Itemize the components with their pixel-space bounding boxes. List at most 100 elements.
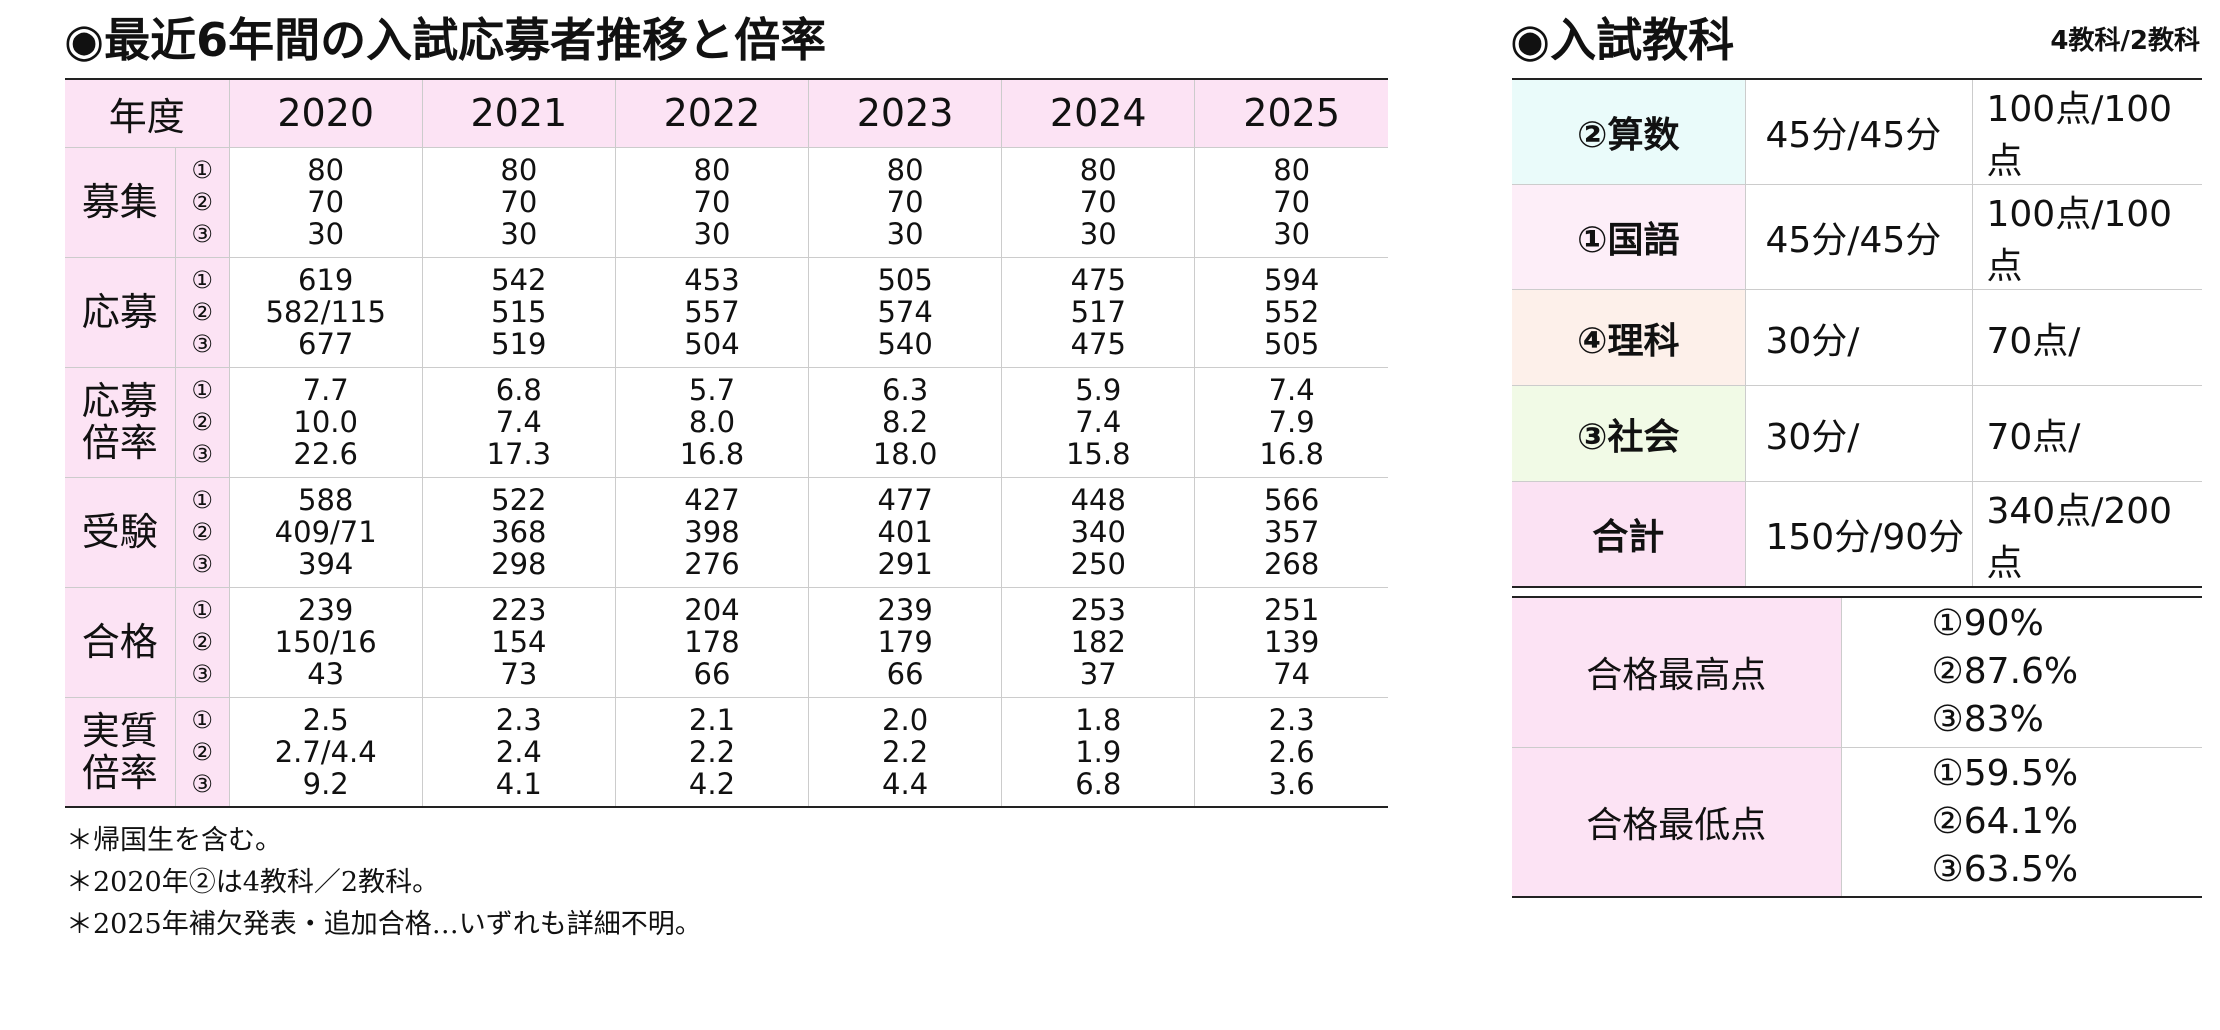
cell-line: 30 bbox=[307, 217, 345, 251]
cell-line: 2.3 bbox=[495, 702, 542, 737]
cell: 80 70 30 bbox=[1001, 146, 1196, 258]
left-title: ◉最近6年間の入試応募者推移と倍率 bbox=[64, 13, 827, 67]
row-label-line: 合格 bbox=[81, 620, 158, 664]
subject-points: 340点/200点 bbox=[1971, 481, 2202, 588]
cell-line: 18.0 bbox=[872, 437, 938, 471]
markers: ① ② ③ bbox=[174, 146, 230, 258]
subject-row: ①国語 45分/45分 100点/100点 bbox=[1512, 184, 2202, 290]
cell-line: 5.9 bbox=[1075, 373, 1122, 407]
score-line: ②64.1% bbox=[1931, 800, 2079, 842]
cell-line: 154 bbox=[491, 625, 547, 659]
cell-line: 2.3 bbox=[1268, 702, 1315, 737]
data-row: 応募 ① ② ③ 619 582/115 677 542 515 519 453 557 504 505 5… bbox=[65, 256, 1388, 368]
subject-name: ①国語 bbox=[1512, 184, 1745, 290]
cell-line: 368 bbox=[491, 515, 547, 549]
header-cell: 2024 bbox=[1001, 78, 1196, 148]
cell: 6.8 7.4 17.3 bbox=[421, 366, 616, 478]
cell-line: 8.2 bbox=[882, 405, 929, 439]
cell-line: 619 bbox=[298, 263, 354, 297]
marker: ① bbox=[191, 376, 213, 404]
cell-line: 7.7 bbox=[302, 373, 349, 407]
subject-row: ②算数 45分/45分 100点/100点 bbox=[1512, 79, 2202, 185]
score-values: ①59.5% ②64.1% ③63.5% bbox=[1840, 747, 2202, 898]
cell: 2.3 2.4 4.1 bbox=[421, 696, 616, 807]
cell-line: 4.1 bbox=[495, 766, 542, 801]
subject-name: 合計 bbox=[1512, 481, 1745, 588]
cell-line: 80 bbox=[1079, 153, 1117, 187]
cell: 505 574 540 bbox=[808, 256, 1003, 368]
cell-line: 239 bbox=[877, 593, 933, 627]
markers: ① ② ③ bbox=[174, 586, 230, 698]
cell-line: 250 bbox=[1070, 547, 1126, 581]
cell-line: 291 bbox=[877, 547, 933, 581]
cell-line: 73 bbox=[500, 657, 538, 691]
right-title: ◉入試教科 bbox=[1510, 13, 1735, 67]
subject-row: 合計 150分/90分 340点/200点 bbox=[1512, 481, 2202, 588]
cell-line: 80 bbox=[693, 153, 731, 187]
cell-line: 4.4 bbox=[882, 766, 929, 801]
cell: 594 552 505 bbox=[1194, 256, 1388, 368]
cell-line: 253 bbox=[1070, 593, 1126, 627]
cell: 588 409/71 394 bbox=[228, 476, 423, 588]
cell-line: 30 bbox=[1273, 217, 1311, 251]
cell-line: 5.7 bbox=[688, 373, 736, 407]
cell-line: 477 bbox=[877, 483, 933, 517]
cell-line: 70 bbox=[1273, 185, 1311, 219]
markers: ① ② ③ bbox=[174, 366, 230, 478]
subject-name: ②算数 bbox=[1512, 79, 1745, 185]
cell-line: 80 bbox=[500, 153, 538, 187]
cell: 253 182 37 bbox=[1001, 586, 1196, 698]
marker: ① bbox=[191, 486, 213, 514]
subjects-table: ②算数 45分/45分 100点/100点 ①国語 45分/45分 100点/100点 ④理… bbox=[1512, 78, 2202, 588]
marker: ① bbox=[191, 266, 213, 294]
cell-line: 43 bbox=[307, 657, 345, 691]
cell-line: 582/115 bbox=[265, 295, 386, 329]
cell-line: 2.0 bbox=[882, 702, 929, 737]
subject-points: 70点/ bbox=[1971, 385, 2202, 482]
cell-line: 70 bbox=[693, 185, 731, 219]
cell: 2.0 2.2 4.4 bbox=[808, 696, 1003, 807]
row-label: 実質 倍率 bbox=[65, 696, 176, 807]
note: ＊2025年補欠発表・追加合格…いずれも詳細不明。 bbox=[66, 909, 702, 940]
cell-line: 30 bbox=[693, 217, 731, 251]
cell: 80 70 30 bbox=[228, 146, 423, 258]
data-row: 受験 ① ② ③ 588 409/71 394 522 368 298 427 398 276 477 40… bbox=[65, 476, 1388, 588]
cell-line: 2.4 bbox=[495, 734, 542, 769]
cell-line: 519 bbox=[491, 327, 547, 361]
row-label-line: 応募 bbox=[81, 290, 158, 334]
cell: 448 340 250 bbox=[1001, 476, 1196, 588]
cell-line: 16.8 bbox=[679, 437, 745, 471]
marker: ② bbox=[191, 737, 213, 766]
cell-line: 409/71 bbox=[274, 515, 377, 549]
subject-points: 70点/ bbox=[1971, 289, 2202, 386]
score-values: ①90% ②87.6% ③83% bbox=[1840, 597, 2202, 748]
cell: 453 557 504 bbox=[614, 256, 810, 368]
marker: ② bbox=[191, 408, 213, 436]
cell-line: 239 bbox=[298, 593, 354, 627]
cell-line: 7.4 bbox=[1075, 405, 1122, 439]
cell-line: 6.3 bbox=[882, 373, 929, 407]
subject-time: 30分/ bbox=[1744, 289, 1972, 386]
cell-line: 179 bbox=[877, 625, 933, 659]
cell-line: 2.6 bbox=[1268, 734, 1315, 769]
row-label-line: 応募 bbox=[81, 379, 158, 423]
cell-line: 223 bbox=[491, 593, 547, 627]
subject-points: 100点/100点 bbox=[1971, 79, 2202, 185]
cell: 2.5 2.7/4.4 9.2 bbox=[228, 696, 423, 807]
subject-time: 45分/45分 bbox=[1744, 184, 1972, 290]
cell-line: 10.0 bbox=[293, 405, 358, 439]
cell-line: 70 bbox=[307, 185, 345, 219]
marker: ② bbox=[191, 298, 213, 326]
cell-line: 6.8 bbox=[1075, 766, 1122, 801]
marker: ③ bbox=[191, 660, 213, 688]
subject-name: ④理科 bbox=[1512, 289, 1745, 386]
cell: 251 139 74 bbox=[1194, 586, 1388, 698]
cell-line: 182 bbox=[1070, 625, 1126, 659]
cell: 239 150/16 43 bbox=[228, 586, 423, 698]
cell: 427 398 276 bbox=[614, 476, 810, 588]
cell: 522 368 298 bbox=[421, 476, 616, 588]
marker: ② bbox=[191, 628, 213, 656]
subject-time: 30分/ bbox=[1744, 385, 1972, 482]
cell: 619 582/115 677 bbox=[228, 256, 423, 368]
cell-line: 340 bbox=[1070, 515, 1126, 549]
